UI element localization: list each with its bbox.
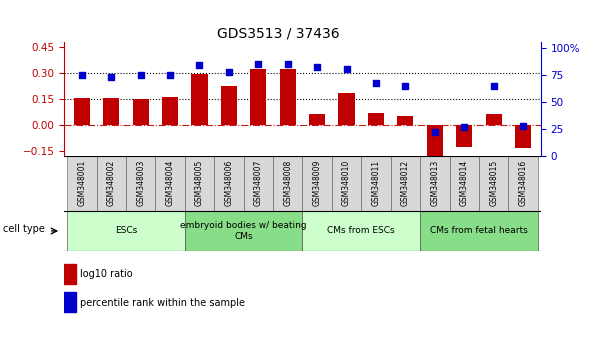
Bar — [126, 156, 155, 211]
Text: GSM348004: GSM348004 — [166, 160, 175, 206]
Point — [489, 83, 499, 88]
Text: GSM348010: GSM348010 — [342, 160, 351, 206]
Bar — [280, 69, 296, 125]
Text: CMs from ESCs: CMs from ESCs — [327, 227, 395, 235]
Bar — [191, 74, 208, 125]
Text: cell type: cell type — [3, 224, 45, 234]
Bar — [302, 156, 332, 211]
Point — [194, 62, 204, 68]
Point — [106, 74, 116, 80]
Bar — [185, 211, 302, 251]
Point — [224, 69, 234, 74]
Bar — [368, 113, 384, 125]
Point — [518, 123, 528, 129]
Bar — [64, 264, 76, 284]
Bar — [273, 156, 302, 211]
Point — [459, 124, 469, 130]
Bar — [214, 156, 244, 211]
Text: GSM348003: GSM348003 — [136, 160, 145, 206]
Point — [342, 67, 351, 72]
Text: percentile rank within the sample: percentile rank within the sample — [80, 298, 245, 308]
Text: log10 ratio: log10 ratio — [80, 269, 133, 279]
Text: ESCs: ESCs — [115, 227, 137, 235]
Point — [430, 129, 440, 135]
Bar — [103, 98, 119, 125]
Bar — [486, 114, 502, 125]
Point — [77, 72, 87, 78]
Point — [254, 61, 263, 67]
Point — [283, 61, 293, 67]
Bar — [133, 99, 148, 125]
Bar — [515, 125, 531, 148]
Bar — [67, 211, 185, 251]
Bar — [162, 97, 178, 125]
Bar — [450, 156, 479, 211]
Point — [136, 72, 145, 78]
Bar — [361, 156, 390, 211]
Text: GSM348016: GSM348016 — [519, 160, 527, 206]
Bar — [251, 69, 266, 125]
Point — [401, 83, 411, 88]
Text: GSM348005: GSM348005 — [195, 160, 204, 206]
Bar — [338, 93, 354, 125]
Bar — [332, 156, 361, 211]
Point — [312, 64, 322, 70]
Bar — [309, 114, 325, 125]
Point — [165, 72, 175, 78]
Bar — [244, 156, 273, 211]
Text: GSM348013: GSM348013 — [430, 160, 439, 206]
Bar — [397, 116, 414, 125]
Bar — [508, 156, 538, 211]
Point — [371, 81, 381, 86]
Text: GSM348015: GSM348015 — [489, 160, 498, 206]
Bar — [426, 125, 443, 160]
Bar — [456, 125, 472, 147]
Bar — [302, 211, 420, 251]
Bar — [390, 156, 420, 211]
Bar — [64, 292, 76, 312]
Text: embryoid bodies w/ beating
CMs: embryoid bodies w/ beating CMs — [180, 221, 307, 241]
Text: GSM348008: GSM348008 — [284, 160, 292, 206]
Bar — [420, 211, 538, 251]
Text: CMs from fetal hearts: CMs from fetal hearts — [430, 227, 528, 235]
Text: GSM348006: GSM348006 — [224, 160, 233, 206]
Bar — [155, 156, 185, 211]
Text: GSM348011: GSM348011 — [371, 160, 381, 206]
Text: GDS3513 / 37436: GDS3513 / 37436 — [217, 27, 339, 41]
Text: GSM348009: GSM348009 — [313, 160, 321, 206]
Bar — [221, 86, 237, 125]
Text: GSM348001: GSM348001 — [78, 160, 86, 206]
Text: GSM348014: GSM348014 — [459, 160, 469, 206]
Text: GSM348012: GSM348012 — [401, 160, 410, 206]
Bar — [74, 98, 90, 125]
Bar — [67, 156, 97, 211]
Bar — [420, 156, 450, 211]
Text: GSM348002: GSM348002 — [107, 160, 115, 206]
Bar — [97, 156, 126, 211]
Bar — [185, 156, 214, 211]
Text: GSM348007: GSM348007 — [254, 160, 263, 206]
Bar — [479, 156, 508, 211]
